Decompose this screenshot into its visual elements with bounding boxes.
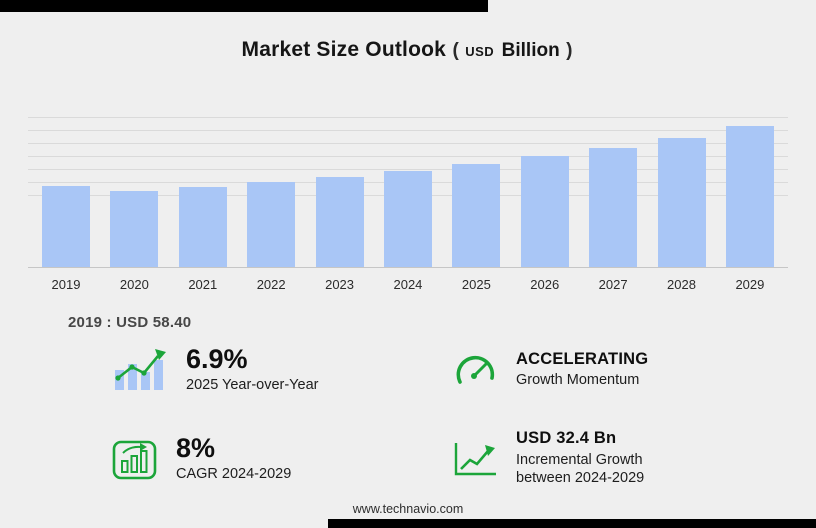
base-year-value: 2019 : USD 58.40	[68, 314, 192, 331]
x-tick-label: 2022	[256, 277, 286, 292]
stat-label: Incremental Growth between 2024-2029	[516, 451, 645, 486]
x-tick-label: 2024	[393, 277, 423, 292]
bar-2022	[247, 181, 296, 267]
x-tick-label: 2029	[735, 277, 765, 292]
title-paren-open: (	[452, 40, 459, 61]
stat-label: CAGR 2024-2029	[176, 466, 292, 483]
bar-2028	[657, 137, 706, 267]
bar-chart: 2019 2020 2021 2022 2023 2024 2025 2026 2027 2028…	[28, 117, 788, 292]
bar-2020	[110, 190, 159, 267]
x-tick-label: 2026	[530, 277, 560, 292]
x-tick-label: 2020	[119, 277, 149, 292]
title-unit-billion: Billion	[501, 40, 560, 61]
bar-2024	[383, 170, 432, 267]
bottom-black-bar	[328, 519, 816, 528]
speedometer-icon	[452, 350, 498, 390]
x-tick-label: 2021	[188, 277, 218, 292]
stat-yoy-growth: 6.9% 2025 Year-over-Year	[112, 345, 452, 394]
stat-momentum: ACCELERATING Growth Momentum	[452, 345, 816, 394]
x-axis-labels: 2019 2020 2021 2022 2023 2024 2025 2026 2027 2028…	[28, 268, 788, 292]
footer-url: www.technavio.com	[352, 502, 464, 516]
chart-title-text: Market Size Outlook	[241, 38, 447, 61]
bar-growth-icon	[112, 346, 168, 394]
stat-label: 2025 Year-over-Year	[186, 377, 319, 394]
bar-2023	[315, 177, 364, 267]
cagr-chart-icon	[112, 437, 158, 481]
x-tick-label: 2028	[667, 277, 696, 292]
bar-2025	[452, 163, 501, 267]
bar-2029	[725, 125, 774, 267]
stat-value: 8%	[176, 433, 216, 464]
stat-value: USD 32.4 Bn	[516, 429, 617, 448]
stats-grid: 6.9% 2025 Year-over-Year ACCELERATING Gr…	[0, 345, 816, 487]
stat-value: 6.9%	[186, 344, 248, 374]
title-paren-close: )	[566, 40, 573, 61]
bar-2027	[589, 147, 638, 267]
bar-2021	[178, 187, 227, 267]
bar-2019	[42, 185, 90, 267]
x-tick-label: 2023	[325, 277, 355, 292]
bar-2026	[520, 156, 569, 267]
stat-incremental-growth: USD 32.4 Bn Incremental Growth between 2…	[452, 430, 816, 487]
stat-cagr: 8% CAGR 2024-2029	[112, 430, 452, 487]
stat-value: ACCELERATING	[516, 349, 649, 368]
chart-title: Market Size Outlook ( USD Billion )	[0, 38, 816, 62]
x-tick-label: 2019	[51, 277, 81, 292]
x-tick-label: 2027	[598, 277, 628, 292]
x-tick-label: 2025	[461, 277, 491, 292]
incremental-growth-icon	[452, 439, 498, 479]
plot-area	[28, 117, 788, 268]
stat-label: Growth Momentum	[516, 371, 640, 388]
title-unit-usd: USD	[465, 44, 495, 59]
top-black-bar	[0, 0, 488, 12]
